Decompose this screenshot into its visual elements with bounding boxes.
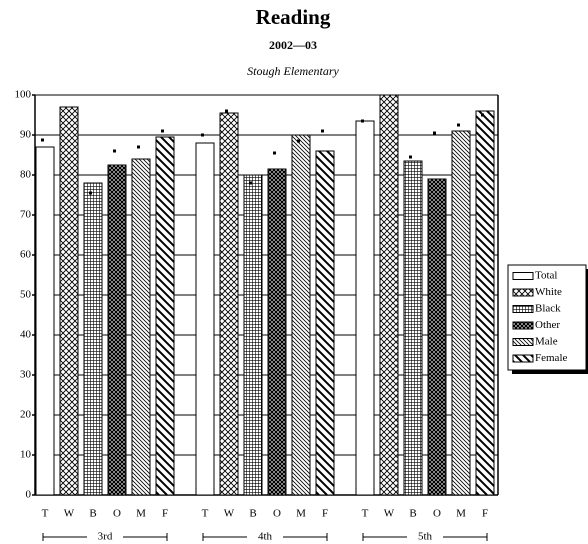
- legend: [507, 264, 587, 371]
- x-tick-label: O: [433, 508, 441, 520]
- y-tick-label: 20: [20, 409, 32, 421]
- bar: [403, 160, 423, 496]
- prior-marker: [297, 139, 300, 143]
- prior-marker: [161, 129, 164, 133]
- x-tick-label: M: [296, 508, 306, 520]
- legend-label: White: [535, 286, 562, 298]
- x-tick-label: M: [456, 508, 466, 520]
- x-tick-label: T: [202, 508, 209, 520]
- bar: [155, 136, 175, 496]
- bar: [355, 120, 375, 496]
- legend-swatch: [512, 272, 534, 280]
- prior-marker: [41, 138, 44, 142]
- legend-label: Male: [535, 336, 558, 348]
- prior-marker: [481, 113, 484, 117]
- x-tick-label: T: [42, 508, 49, 520]
- prior-marker: [137, 145, 140, 149]
- x-tick-label: B: [89, 508, 96, 520]
- bar: [267, 168, 287, 496]
- y-tick-label: 30: [20, 369, 32, 381]
- bar: [83, 182, 103, 496]
- bar: [315, 150, 335, 496]
- bar: [291, 134, 311, 496]
- bar: [131, 158, 151, 496]
- y-tick-label: 50: [20, 289, 32, 301]
- group-label: 4th: [258, 531, 273, 543]
- bar: [107, 164, 127, 496]
- x-tick-label: M: [136, 508, 146, 520]
- legend-swatch: [512, 338, 534, 346]
- y-tick-label: 90: [20, 129, 32, 141]
- prior-marker: [273, 151, 276, 155]
- x-tick-label: W: [224, 508, 235, 520]
- prior-marker: [201, 133, 204, 137]
- y-tick-label: 80: [20, 169, 32, 181]
- bar: [475, 110, 495, 496]
- y-tick-label: 10: [20, 449, 32, 461]
- bar: [219, 112, 239, 496]
- prior-marker: [225, 109, 228, 113]
- x-tick-label: F: [162, 508, 168, 520]
- x-tick-label: B: [249, 508, 256, 520]
- group-label: 3rd: [98, 531, 113, 543]
- legend-label: Female: [535, 352, 567, 364]
- x-tick-label: O: [273, 508, 281, 520]
- prior-marker: [249, 181, 252, 185]
- legend-swatch: [512, 305, 534, 313]
- bar: [243, 174, 263, 496]
- prior-marker: [409, 155, 412, 159]
- chart-subtitle: 2002—03: [269, 38, 317, 52]
- prior-marker: [321, 129, 324, 133]
- x-tick-label: T: [362, 508, 369, 520]
- prior-marker: [433, 131, 436, 135]
- prior-marker: [457, 123, 460, 127]
- y-tick-label: 70: [20, 209, 32, 221]
- bar: [195, 142, 215, 496]
- x-tick-label: W: [64, 508, 75, 520]
- prior-marker: [361, 119, 364, 123]
- legend-label: Black: [535, 303, 561, 315]
- legend-swatch: [512, 321, 534, 330]
- x-tick-label: F: [322, 508, 328, 520]
- y-tick-label: 40: [20, 329, 32, 341]
- legend-swatch: [512, 354, 534, 363]
- x-tick-label: B: [409, 508, 416, 520]
- y-tick-label: 100: [15, 89, 32, 101]
- bar: [35, 146, 55, 496]
- legend-swatch: [512, 288, 534, 297]
- prior-marker: [89, 191, 92, 195]
- bar: [427, 178, 447, 496]
- prior-marker: [113, 149, 116, 153]
- bar: [59, 106, 79, 496]
- bar: [379, 94, 399, 496]
- chart-title: Reading: [256, 5, 331, 29]
- legend-label: Other: [535, 319, 560, 331]
- x-tick-label: F: [482, 508, 488, 520]
- school-name: Stough Elementary: [247, 64, 339, 78]
- x-tick-label: W: [384, 508, 395, 520]
- y-tick-label: 60: [20, 249, 32, 261]
- x-tick-label: O: [113, 508, 121, 520]
- group-label: 5th: [418, 531, 433, 543]
- legend-label: Total: [535, 270, 557, 282]
- bar: [451, 130, 471, 496]
- y-tick-label: 0: [26, 489, 32, 501]
